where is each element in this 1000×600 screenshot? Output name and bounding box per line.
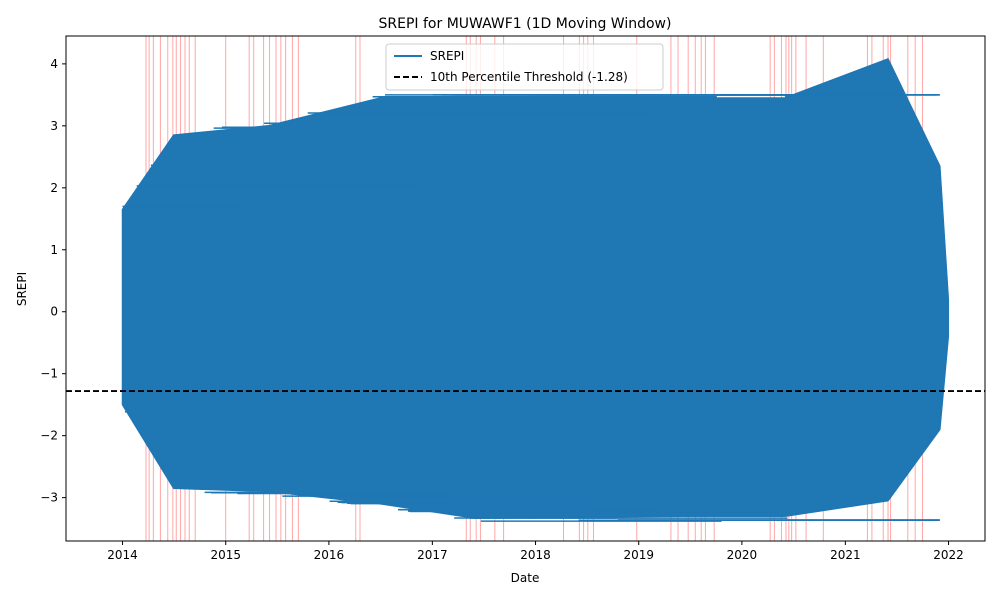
x-tick-label-2020: 2020 (727, 548, 758, 562)
chart-title: SREPI for MUWAWF1 (1D Moving Window) (379, 16, 672, 32)
y-tick-label-4: 4 (50, 57, 58, 71)
x-tick-label-2015: 2015 (210, 548, 241, 562)
legend: SREPI 10th Percentile Threshold (-1.28) (385, 43, 664, 91)
x-axis-ticks: 2014 2015 2016 2017 2018 2019 2020 2021 2022 (107, 541, 964, 562)
y-tick-label--2: −2 (40, 429, 58, 443)
x-tick-label-2017: 2017 (417, 548, 448, 562)
x-tick-label-2021: 2021 (830, 548, 861, 562)
y-tick-label--1: −1 (40, 367, 58, 381)
y-axis-label: SREPI (15, 272, 29, 306)
x-tick-label-2022: 2022 (933, 548, 964, 562)
y-tick-label-0: 0 (50, 305, 58, 319)
srepi-series (121, 57, 950, 522)
y-tick-label--3: −3 (40, 491, 58, 505)
y-tick-label-3: 3 (50, 119, 58, 133)
srepi-trough (469, 503, 788, 519)
legend-label-threshold: 10th Percentile Threshold (-1.28) (430, 70, 628, 84)
plot-frame (65, 35, 986, 542)
x-tick-label-2016: 2016 (314, 548, 345, 562)
srepi-peak (784, 58, 889, 97)
legend-box (385, 43, 664, 91)
x-tick-label-2014: 2014 (107, 548, 138, 562)
y-tick-label-2: 2 (50, 181, 58, 195)
y-axis-ticks: −3 −2 −1 0 1 2 3 4 (40, 57, 66, 505)
y-tick-label-1: 1 (50, 243, 58, 257)
plot-area (66, 36, 985, 541)
x-tick-label-2019: 2019 (623, 548, 654, 562)
x-axis-label: Date (511, 571, 540, 585)
legend-label-srepi: SREPI (430, 49, 464, 63)
x-tick-label-2018: 2018 (520, 548, 551, 562)
